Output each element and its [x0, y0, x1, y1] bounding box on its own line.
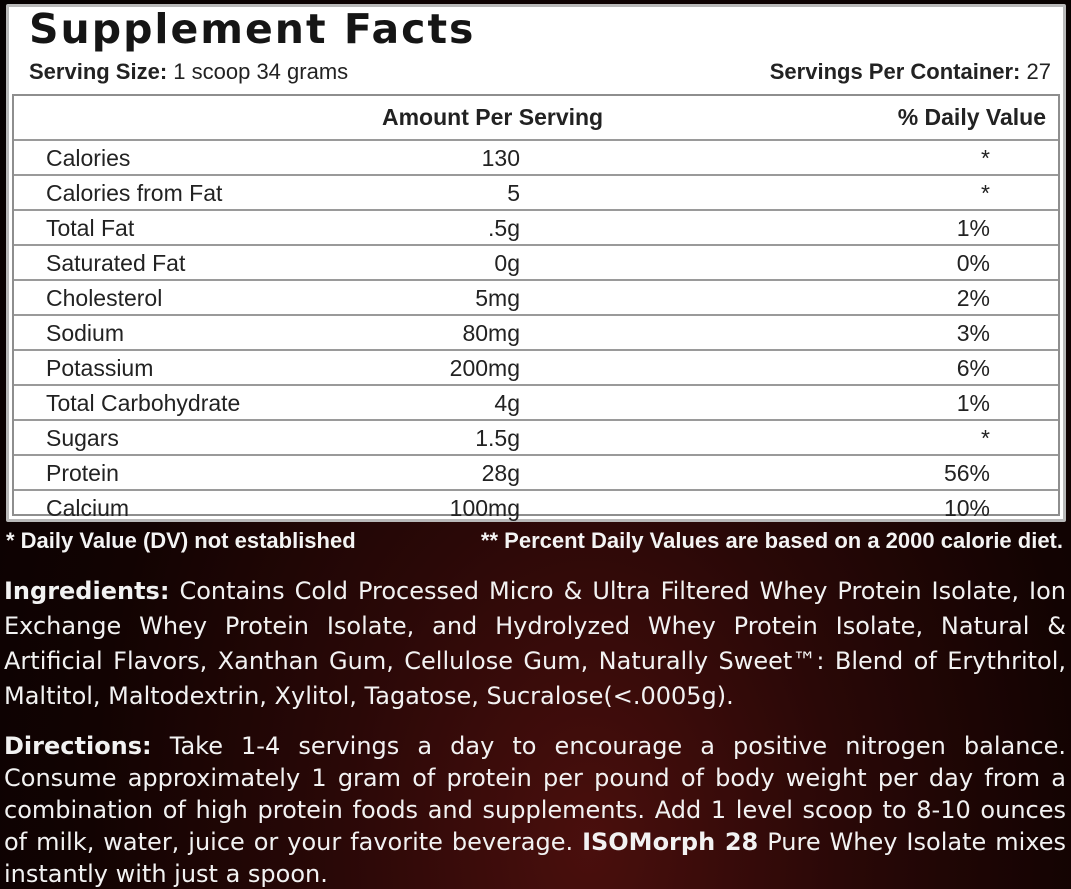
nutrient-name: Calories from Fat [46, 180, 223, 206]
footnote-percent-basis: ** Percent Daily Values are based on a 2… [480, 528, 1063, 553]
nutrient-daily-value: 56% [943, 460, 990, 486]
nutrient-daily-value: 2% [956, 285, 990, 311]
nutrient-amount: 1.5g [475, 425, 520, 451]
footnote-dv-not-established: * Daily Value (DV) not established [6, 528, 356, 553]
table-row: Calories from Fat 5 * [14, 174, 1058, 209]
directions-text: Take 1-4 servings a day to encourage a p… [4, 732, 1066, 856]
nutrient-name: Cholesterol [46, 285, 163, 311]
nutrient-name: Total Fat [46, 215, 135, 241]
nutrient-daily-value: * [981, 425, 990, 451]
nutrient-name: Total Carbohydrate [46, 390, 241, 416]
nutrient-table: Amount Per Serving % Daily Value Calorie… [12, 94, 1060, 521]
nutrient-amount: 28g [481, 460, 520, 486]
nutrient-amount: 0g [494, 250, 520, 276]
serving-info: Serving Size: 1 scoop 34 grams Servings … [29, 59, 1051, 87]
nutrient-daily-value: 0% [956, 250, 990, 276]
table-row: Potassium 200mg 6% [14, 349, 1058, 384]
table-row: Cholesterol 5mg 2% [14, 279, 1058, 314]
servings-value: 27 [1026, 59, 1051, 84]
nutrient-daily-value: 1% [956, 390, 990, 416]
serving-size: Serving Size: 1 scoop 34 grams [29, 59, 348, 85]
nutrient-name: Calories [46, 145, 131, 171]
ingredients-paragraph: Ingredients: Contains Cold Processed Mic… [4, 574, 1066, 714]
table-row: Calcium 100mg 10% [14, 489, 1058, 524]
directions-label: Directions: [4, 732, 152, 760]
nutrient-name: Protein [46, 460, 119, 486]
table-row: Calories 130 * [14, 139, 1058, 174]
nutrient-name: Sugars [46, 425, 119, 451]
table-row: Total Fat .5g 1% [14, 209, 1058, 244]
nutrient-daily-value: 6% [956, 355, 990, 381]
table-row: Sugars 1.5g * [14, 419, 1058, 454]
servings-per-container: Servings Per Container: 27 [770, 59, 1051, 85]
nutrient-daily-value: 10% [943, 495, 990, 521]
ingredients-text: Contains Cold Processed Micro & Ultra Fi… [4, 577, 1066, 710]
table-body: Calories 130 * Calories from Fat 5 * Total Fat… [14, 139, 1058, 524]
table-row: Sodium 80mg 3% [14, 314, 1058, 349]
nutrient-amount: .5g [488, 215, 520, 241]
nutrient-daily-value: 1% [956, 215, 990, 241]
table-row: Saturated Fat 0g 0% [14, 244, 1058, 279]
serving-size-value: 1 scoop 34 grams [173, 59, 349, 84]
nutrient-daily-value: 3% [956, 320, 990, 346]
product-name: ISOMorph 28 [582, 828, 759, 856]
nutrient-name: Sodium [46, 320, 124, 346]
table-row: Protein 28g 56% [14, 454, 1058, 489]
servings-label: Servings Per Container: [769, 59, 1021, 84]
table-row: Total Carbohydrate 4g 1% [14, 384, 1058, 419]
panel-title: Supplement Facts [29, 5, 476, 53]
nutrient-amount: 130 [481, 145, 520, 171]
ingredients-label: Ingredients: [4, 577, 170, 605]
nutrient-name: Saturated Fat [46, 250, 186, 276]
serving-size-label: Serving Size: [29, 59, 168, 84]
nutrient-amount: 80mg [462, 320, 520, 346]
supplement-facts-panel: Supplement Facts Serving Size: 1 scoop 3… [6, 4, 1066, 522]
nutrient-amount: 5 [507, 180, 520, 206]
directions-paragraph: Directions: Take 1-4 servings a day to e… [4, 730, 1066, 889]
nutrient-amount: 100mg [449, 495, 520, 521]
nutrient-amount: 4g [494, 390, 520, 416]
footnotes: * Daily Value (DV) not established ** Pe… [6, 528, 1063, 556]
nutrient-daily-value: * [981, 145, 990, 171]
header-daily-value: % Daily Value [897, 104, 1046, 130]
directions-text-end: Pure Whey Isolate mixes instantly with j… [4, 828, 1066, 888]
table-header: Amount Per Serving % Daily Value [14, 96, 1058, 139]
header-amount-per-serving: Amount Per Serving [382, 104, 604, 130]
nutrient-name: Calcium [46, 495, 130, 521]
nutrient-amount: 200mg [449, 355, 520, 381]
nutrient-amount: 5mg [475, 285, 520, 311]
nutrient-daily-value: * [981, 180, 990, 206]
nutrient-name: Potassium [46, 355, 154, 381]
